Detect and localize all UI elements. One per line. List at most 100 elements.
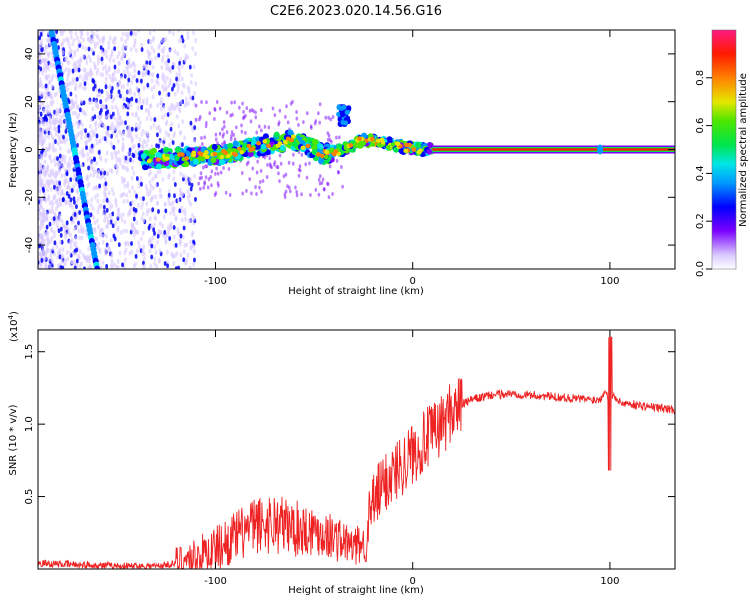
speckle-point [127, 97, 131, 103]
speckle-point [75, 223, 79, 229]
speckle-point [85, 71, 88, 77]
band-point [398, 148, 405, 155]
speckle-point [147, 239, 151, 245]
speckle-point [103, 189, 106, 195]
speckle-point [167, 92, 171, 97]
speckle-point [141, 200, 145, 206]
speckle-point [140, 47, 144, 52]
speckle-point [112, 145, 116, 150]
speckle-point [68, 202, 72, 208]
band-point [191, 152, 197, 158]
speckle-point [73, 226, 77, 232]
speckle-point [116, 138, 120, 144]
speckle-point [156, 73, 160, 79]
speckle-point [227, 166, 231, 171]
speckle-point [216, 181, 220, 186]
colorbar: 0.0 0.2 0.4 0.6 0.8 Normalized spectral ampl… [695, 29, 749, 277]
speckle-point [221, 142, 224, 147]
speckle-point [184, 260, 188, 265]
speckle-point [83, 67, 87, 73]
speckle-point [41, 251, 45, 257]
speckle-point [137, 124, 141, 130]
speckle-point [47, 134, 50, 140]
band-point [142, 164, 149, 171]
speckle-point [107, 220, 111, 226]
speckle-point [128, 147, 132, 153]
speckle-point [193, 138, 196, 144]
speckle-point [104, 181, 108, 187]
speckle-point [328, 164, 332, 169]
speckle-point [97, 205, 101, 211]
speckle-point [129, 30, 133, 36]
speckle-point [181, 119, 185, 125]
speckle-point [159, 100, 163, 106]
speckle-point [116, 259, 120, 264]
speckle-point [340, 165, 343, 170]
speckle-point [190, 182, 194, 188]
speckle-point [118, 60, 121, 66]
speckle-point [122, 69, 126, 75]
speckle-point [144, 63, 147, 69]
speckle-point [38, 140, 42, 145]
speckle-point [158, 127, 162, 133]
speckle-point [106, 132, 109, 138]
speckle-point [83, 266, 86, 269]
speckle-point [136, 230, 140, 235]
speckle-point [43, 264, 47, 269]
speckle-point [124, 257, 127, 263]
speckle-point [335, 158, 339, 163]
speckle-point [96, 41, 99, 46]
speckle-point [101, 167, 105, 173]
speckle-point [260, 108, 263, 113]
speckle-point [70, 259, 74, 265]
speckle-point [54, 111, 58, 117]
speckle-point [98, 154, 102, 160]
speckle-point [168, 48, 172, 54]
speckle-point [111, 98, 115, 104]
speckle-point [99, 99, 103, 105]
speckle-point [186, 35, 190, 41]
band-point [212, 151, 218, 157]
speckle-point [103, 136, 107, 142]
speckle-point [75, 258, 79, 264]
speckle-point [54, 147, 57, 153]
speckle-point [174, 242, 178, 248]
speckle-point [184, 216, 187, 222]
speckle-point [193, 173, 196, 179]
speckle-point [58, 213, 62, 219]
speckle-point [116, 116, 120, 122]
speckle-point [105, 96, 109, 102]
speckle-point [139, 196, 143, 202]
speckle-point [112, 262, 116, 268]
speckle-point [158, 188, 162, 194]
speckle-point [101, 239, 105, 245]
speckle-point [90, 197, 94, 203]
speckle-point [44, 232, 48, 238]
speckle-point [259, 168, 263, 173]
speckle-point [38, 188, 41, 193]
speckle-point [114, 104, 118, 110]
speckle-point [292, 152, 295, 157]
speckle-point [58, 217, 62, 223]
speckle-point [295, 110, 298, 115]
speckle-point [184, 179, 188, 185]
band-point [164, 156, 170, 161]
speckle-point [279, 161, 283, 166]
speckle-point [106, 171, 110, 176]
band-point [416, 149, 422, 155]
speckle-point [215, 166, 218, 171]
speckle-point [112, 72, 115, 78]
speckle-point [60, 42, 64, 48]
speckle-point [117, 211, 121, 216]
speckle-point [45, 57, 48, 63]
speckle-point [48, 114, 52, 120]
speckle-point [153, 222, 156, 228]
speckle-point [142, 196, 145, 202]
speckle-point [78, 249, 82, 255]
speckle-point [69, 48, 73, 54]
snr-ytick-label: 0.5 [24, 489, 35, 505]
snr-ylabel: SNR (10 * v/v) [8, 404, 19, 475]
speckle-point [272, 162, 276, 167]
speckle-point [77, 220, 80, 226]
speckle-point [46, 187, 50, 193]
